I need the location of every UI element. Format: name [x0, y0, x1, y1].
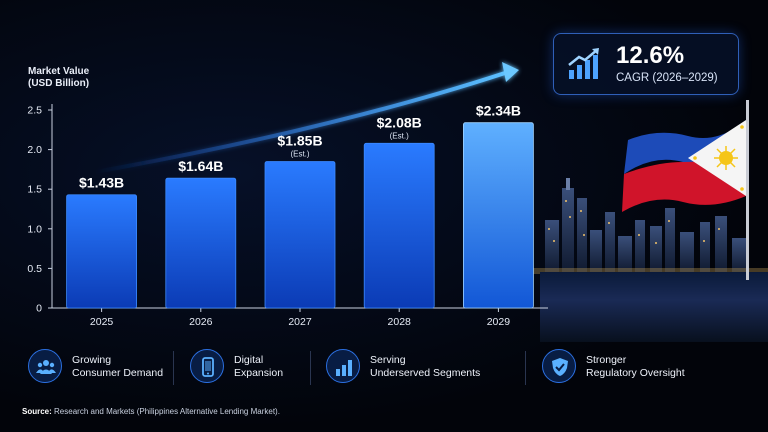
x-tick-label: 2027 — [288, 316, 312, 328]
driver-line1: Digital — [234, 354, 264, 366]
y-axis-title: Market Value (USD Billion) — [28, 66, 90, 89]
smartphone-icon — [190, 349, 224, 383]
driver-line2: Underserved Segments — [370, 367, 481, 379]
people-icon — [28, 349, 62, 383]
data-label: $1.43B — [79, 175, 124, 191]
data-label: $2.34B — [476, 103, 521, 119]
y-tick-label: 2.0 — [27, 144, 42, 156]
source-note: Source: Research and Markets (Philippine… — [22, 407, 280, 416]
x-tick-label: 2025 — [90, 316, 114, 328]
data-label: $1.85B — [277, 132, 322, 148]
driver-line1: Stronger — [586, 354, 627, 366]
data-label: $1.64B — [178, 158, 223, 174]
growth-drivers: Growing Consumer Demand Digital Expansion — [0, 343, 768, 393]
driver-line2: Expansion — [234, 367, 284, 379]
cagr-label: CAGR (2026–2029) — [616, 72, 718, 84]
bay-water — [540, 272, 768, 342]
driver-line1: Serving — [370, 354, 406, 366]
cagr-value: 12.6% — [616, 42, 685, 69]
bar-2025 — [66, 194, 137, 309]
divider — [525, 351, 526, 385]
estimate-note: (Est.) — [290, 149, 309, 158]
source-label: Source: — [22, 407, 52, 416]
x-tick-label: 2029 — [487, 316, 511, 328]
estimate-note: (Est.) — [390, 131, 409, 140]
growth-chart-icon — [568, 48, 599, 79]
shield-check-icon — [542, 349, 576, 383]
driver-line2: Consumer Demand — [72, 367, 164, 379]
x-tick-label: 2026 — [189, 316, 213, 328]
data-label: $2.08B — [377, 114, 422, 130]
divider — [173, 351, 174, 385]
bar-2027 — [264, 161, 336, 309]
y-tick-label: 1.5 — [27, 184, 42, 196]
bar-2026 — [165, 177, 237, 309]
divider — [310, 351, 311, 385]
philippine-flag-image — [622, 100, 749, 280]
cagr-panel: 12.6% CAGR (2026–2029) — [553, 33, 739, 95]
driver-line1: Growing — [72, 354, 112, 366]
y-tick-label: 0 — [36, 303, 42, 315]
x-tick-label: 2028 — [388, 316, 412, 328]
bar-chart-icon — [326, 349, 360, 383]
trend-arrow — [94, 71, 506, 174]
city-skyline-image — [520, 178, 768, 274]
trend-arrowhead — [502, 62, 519, 82]
bar-2028 — [363, 142, 435, 309]
driver-line2: Regulatory Oversight — [586, 367, 685, 379]
source-text: Research and Markets (Philippines Altern… — [54, 407, 280, 416]
bar-2029 — [462, 122, 534, 309]
y-tick-label: 1.0 — [27, 223, 42, 235]
y-tick-label: 2.5 — [27, 105, 42, 117]
y-tick-label: 0.5 — [27, 263, 42, 275]
